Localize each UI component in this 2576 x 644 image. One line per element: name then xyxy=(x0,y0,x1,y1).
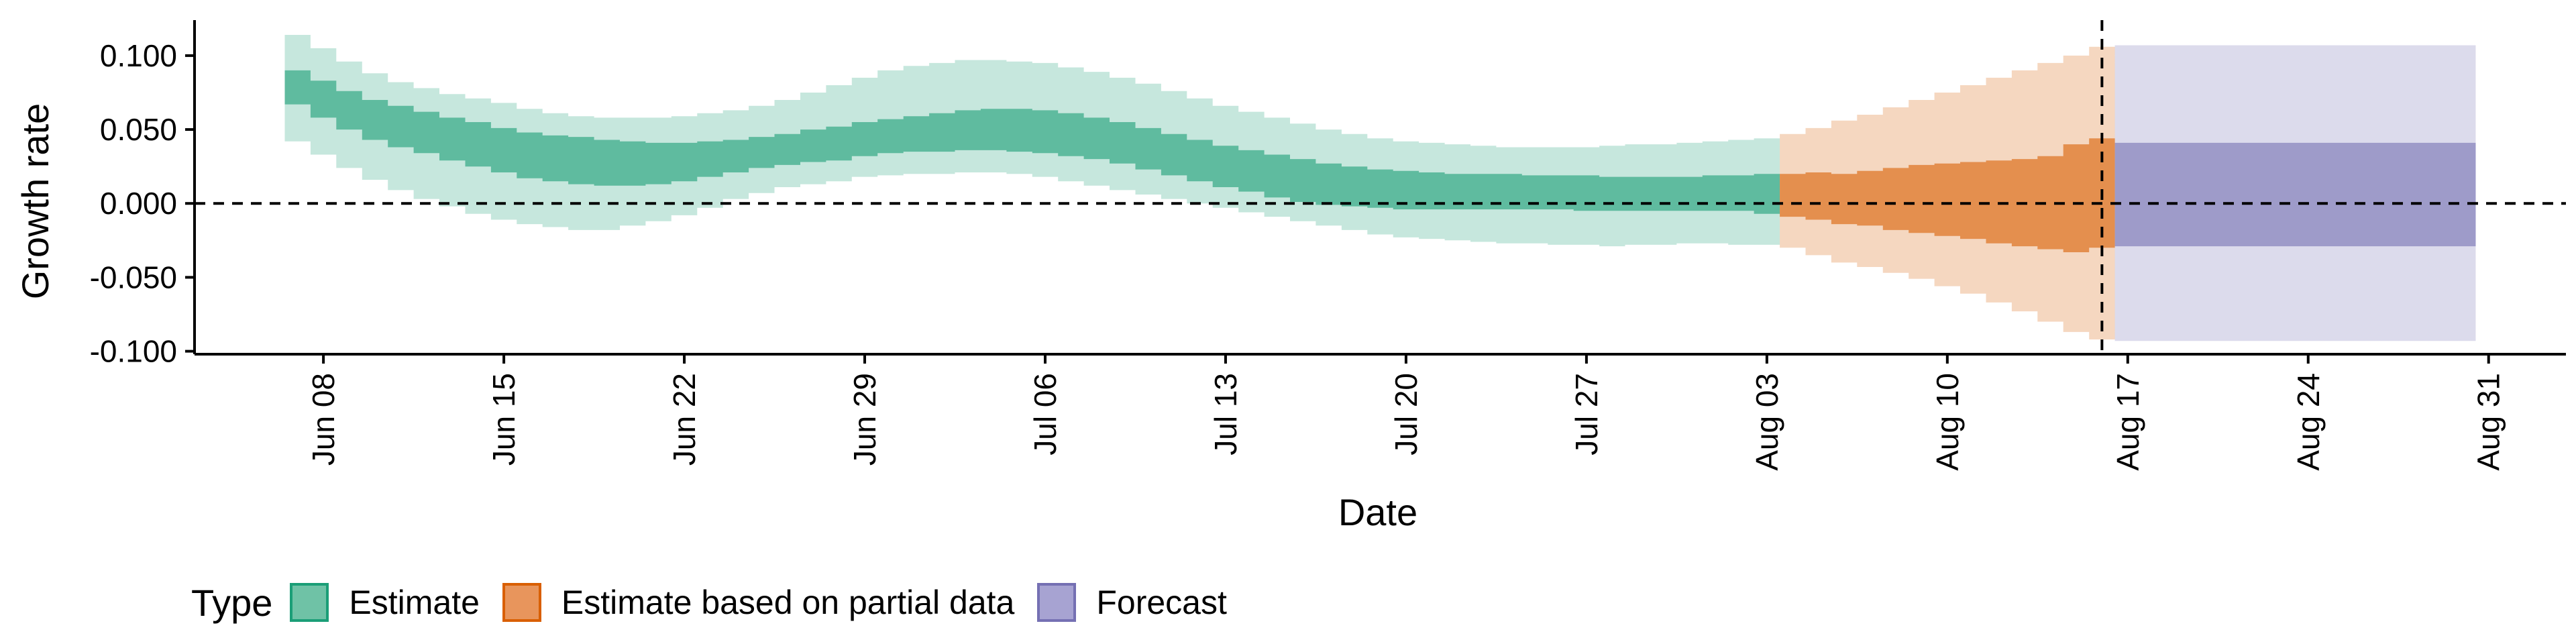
legend-label-partial: Estimate based on partial data xyxy=(561,584,1015,621)
x-tick-label: Aug 10 xyxy=(1930,373,1965,471)
band-50-estimate xyxy=(284,70,1780,214)
legend-item-forecast: Forecast xyxy=(1037,583,1227,622)
x-tick-label: Jun 29 xyxy=(847,373,882,466)
reference-lines xyxy=(195,20,2566,354)
x-tick-label: Jun 08 xyxy=(306,373,341,466)
y-tick-label: 0.100 xyxy=(100,38,177,73)
x-tick-label: Jun 15 xyxy=(486,373,521,466)
x-tick-label: Jul 20 xyxy=(1389,373,1424,455)
band-50-partial xyxy=(1780,138,2115,252)
y-tick-label: 0.000 xyxy=(100,186,177,221)
legend-item-partial: Estimate based on partial data xyxy=(502,583,1014,622)
y-tick-label: -0.050 xyxy=(90,260,177,294)
band-50-forecast xyxy=(2114,142,2476,247)
y-tick-label: 0.050 xyxy=(100,112,177,147)
x-tick-label: Jun 22 xyxy=(667,373,702,466)
legend-label-estimate: Estimate xyxy=(349,584,480,621)
axes: 0.100 0.050 0.000 -0.050 -0.100 Jun 08 Jun 15 J… xyxy=(90,20,2566,471)
y-tick-label: -0.100 xyxy=(90,334,177,369)
legend-key-partial xyxy=(502,583,541,622)
x-tick-label: Aug 24 xyxy=(2291,373,2326,471)
legend: Type Estimate Estimate based on partial … xyxy=(191,576,1250,629)
legend-key-estimate xyxy=(290,583,329,622)
x-tick-label: Aug 31 xyxy=(2471,373,2506,471)
legend-label-forecast: Forecast xyxy=(1096,584,1227,621)
x-tick-label: Jul 13 xyxy=(1208,373,1243,455)
uncertainty-bands xyxy=(284,35,2476,341)
legend-title: Type xyxy=(191,581,273,624)
y-axis-title: Growth rate xyxy=(14,103,56,300)
x-tick-label: Aug 03 xyxy=(1750,373,1784,471)
x-tick-label: Jul 27 xyxy=(1569,373,1604,455)
legend-key-forecast xyxy=(1037,583,1077,622)
x-axis-title: Date xyxy=(1338,491,1417,533)
x-tick-label: Jul 06 xyxy=(1028,373,1063,455)
x-tick-label: Aug 17 xyxy=(2110,373,2145,471)
legend-item-estimate: Estimate xyxy=(290,583,480,622)
